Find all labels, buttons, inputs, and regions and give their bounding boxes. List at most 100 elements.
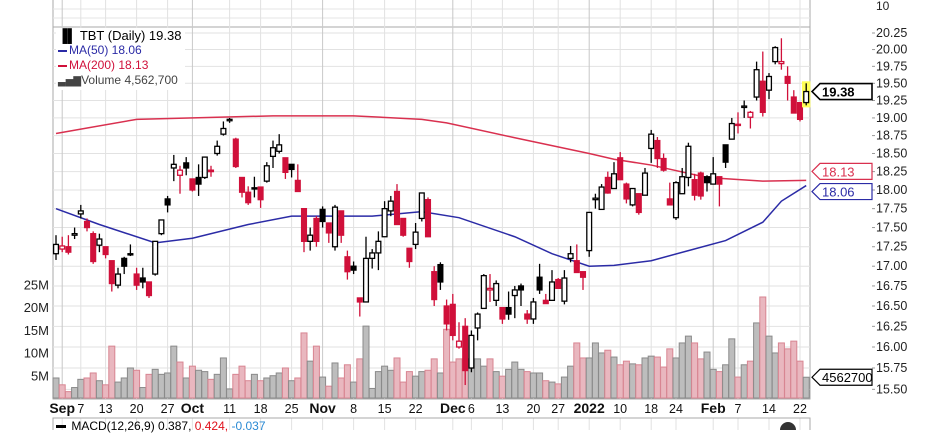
price-axis-label: 17.50 [876, 221, 907, 235]
price-axis-label: 16.25 [876, 319, 907, 333]
date-axis-label: 20 [526, 402, 540, 416]
price-axis-label: 19.00 [876, 111, 907, 125]
date-axis-label: Nov [309, 400, 336, 416]
volume-bar [139, 387, 147, 399]
volume-bar [753, 322, 761, 399]
candle-body [530, 301, 537, 320]
volume-bar [660, 366, 668, 399]
candle-body [728, 122, 735, 140]
volume-bar [238, 365, 246, 399]
volume-bar [703, 351, 711, 399]
candle-body [381, 207, 388, 238]
date-axis-label: 6 [468, 402, 475, 416]
volume-bar [567, 365, 575, 399]
volume-bars-icon: ▃▅▇ [58, 76, 82, 87]
volume-bar [666, 348, 674, 399]
volume-bar [610, 356, 618, 399]
candle-body [362, 257, 370, 303]
candle-body [338, 210, 345, 236]
candle-body [765, 75, 773, 91]
volume-bar [759, 296, 767, 399]
candle-body [257, 186, 264, 201]
candle-body [276, 144, 283, 152]
volume-bar [641, 357, 649, 399]
volume-bar [418, 371, 426, 399]
candle-body [189, 178, 196, 191]
volume-bar [424, 369, 432, 399]
macd-label: MACD(12,26,9) 0.387, [71, 419, 192, 433]
volume-bar [151, 368, 159, 399]
legend-ma200-row: MA(200) 18.13 [58, 58, 181, 73]
candle-body [772, 46, 779, 63]
volume-bar [64, 391, 72, 399]
volume-bar [430, 358, 438, 399]
candle-body [375, 240, 382, 254]
candle-body [288, 163, 295, 171]
legend-volume-row: ▃▅▇Volume 4,562,700 [58, 73, 181, 89]
candle-body [672, 181, 680, 219]
volume-bar [52, 377, 60, 399]
volume-bar [498, 375, 506, 399]
ma200-value-tag: 18.13 [822, 164, 855, 179]
candle-body [654, 139, 661, 160]
volume-bar [802, 376, 810, 399]
candle-body [183, 162, 190, 169]
candle-body [307, 234, 314, 242]
date-axis-label: 13 [99, 402, 113, 416]
candle-body [685, 145, 692, 179]
candle-body [697, 172, 704, 197]
date-axis-label: Oct [181, 400, 205, 416]
volume-bar [709, 368, 717, 399]
volume-bar [412, 375, 420, 399]
candle-body [759, 80, 766, 113]
volume-bar [777, 342, 785, 399]
date-axis-label: 18 [254, 402, 268, 416]
candle-body [598, 186, 605, 211]
volume-bar [325, 385, 333, 399]
volume-bar [182, 377, 190, 399]
volume-bar [449, 361, 457, 399]
candle-body [629, 187, 636, 206]
volume-bar [300, 332, 308, 399]
volume-bar [579, 357, 587, 399]
volume-bar [691, 342, 699, 399]
volume-axis-label: 15M [24, 323, 49, 338]
date-axis-label: 27 [161, 402, 175, 416]
candle-body [604, 176, 611, 194]
candle-body [406, 247, 413, 263]
candle-body [133, 273, 140, 286]
candle-body [251, 187, 258, 190]
price-axis-label: 16.00 [876, 340, 907, 354]
volume-bar [294, 377, 302, 399]
volume-bar [740, 364, 748, 399]
candle-body [431, 271, 438, 301]
volume-bar [505, 368, 513, 399]
volume-bar [746, 360, 754, 399]
volume-bar [629, 363, 637, 399]
volume-bar [331, 362, 339, 399]
volume-value-tag: 4562700 [822, 370, 873, 385]
candle-body [796, 101, 804, 120]
candle-body [313, 217, 320, 242]
candle-body [505, 306, 512, 315]
volume-bar [232, 373, 240, 399]
volume-bar [529, 372, 537, 399]
date-axis-label: 11 [223, 402, 236, 416]
candle-body [331, 206, 339, 248]
date-axis-label: Dec [440, 400, 466, 416]
price-axis-label: 19.25 [876, 94, 907, 108]
volume-bar [765, 335, 773, 399]
candle-body [102, 246, 109, 256]
date-axis-label: 7 [735, 402, 742, 416]
volume-bar [455, 358, 463, 399]
candle-body [108, 260, 115, 285]
last-price-tag: 19.38 [822, 85, 855, 100]
date-axis-label: 14 [762, 402, 776, 416]
legend-title: TBT (Daily) 19.38 [79, 28, 182, 43]
volume-bar [126, 367, 134, 399]
candlestick-icon: ▐▌ [58, 28, 77, 43]
volume-bar [362, 325, 370, 399]
date-axis-label: 10 [613, 402, 627, 416]
candle-body [486, 287, 494, 291]
volume-bar [213, 373, 221, 399]
